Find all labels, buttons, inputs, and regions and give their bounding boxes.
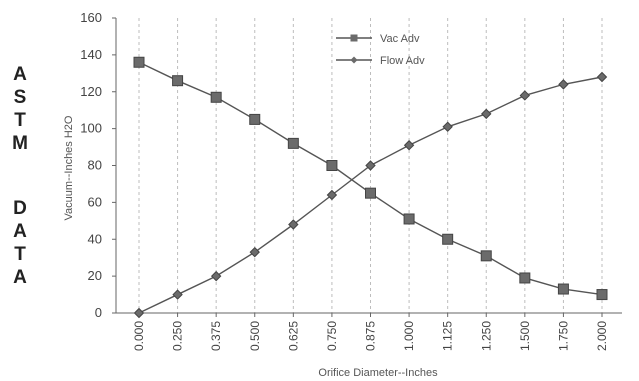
legend: Vac Adv Flow Adv bbox=[336, 33, 425, 67]
y-tick-label: 120 bbox=[80, 84, 102, 99]
data-point-diamond bbox=[365, 160, 376, 171]
x-tick-label: 0.000 bbox=[132, 321, 146, 351]
y-tick-label: 40 bbox=[88, 231, 102, 246]
x-tick-labels: 0.000 0.250 0.375 0.500 0.625 0.750 0.875 1.000… bbox=[132, 321, 609, 351]
series-layer bbox=[133, 56, 608, 319]
data-point-square bbox=[287, 137, 299, 149]
x-tick-label: 0.250 bbox=[171, 321, 185, 351]
y-tick-label: 100 bbox=[80, 121, 102, 136]
legend-marker-diamond bbox=[350, 56, 358, 64]
x-tick-label: 1.750 bbox=[556, 321, 570, 351]
side-title-letter: M bbox=[12, 133, 28, 154]
data-point-diamond bbox=[558, 79, 569, 90]
y-tick-labels: 0 20 40 60 80 100 120 140 160 bbox=[80, 10, 102, 320]
data-point-diamond bbox=[172, 289, 183, 300]
side-title-letter: S bbox=[13, 87, 27, 108]
x-tick-label: 0.500 bbox=[248, 321, 262, 351]
x-tick-label: 0.875 bbox=[364, 321, 378, 351]
x-tick-label: 0.375 bbox=[209, 321, 223, 351]
axes bbox=[112, 17, 622, 317]
x-tick-label: 2.000 bbox=[595, 321, 609, 351]
y-tick-label: 80 bbox=[88, 158, 102, 173]
data-point-square bbox=[403, 213, 415, 225]
x-tick-label: 1.500 bbox=[518, 321, 532, 351]
data-point-square bbox=[442, 233, 454, 245]
data-point-diamond bbox=[288, 219, 299, 230]
y-tick-label: 20 bbox=[88, 268, 102, 283]
data-point-square bbox=[133, 56, 145, 68]
data-point-square bbox=[365, 187, 376, 199]
side-title-letter: A bbox=[13, 267, 27, 288]
x-axis-title: Orifice Diameter--Inches bbox=[318, 367, 438, 379]
data-point-diamond bbox=[519, 90, 531, 101]
x-tick-label: 0.625 bbox=[286, 321, 300, 351]
data-point-square bbox=[557, 283, 569, 295]
data-point-square bbox=[210, 91, 222, 103]
y-tick-label: 160 bbox=[80, 10, 102, 25]
grid-lines bbox=[138, 18, 603, 313]
side-title-letter: D bbox=[13, 198, 27, 219]
data-point-square bbox=[326, 160, 338, 171]
legend-label: Vac Adv bbox=[380, 33, 420, 45]
data-point-diamond bbox=[133, 307, 145, 319]
x-tick-label: 1.250 bbox=[479, 321, 493, 351]
data-point-diamond bbox=[442, 121, 453, 132]
side-title-letter: A bbox=[13, 221, 27, 242]
x-tick-label: 0.750 bbox=[325, 321, 339, 351]
data-point-diamond bbox=[481, 108, 492, 120]
x-tick-label: 1.125 bbox=[441, 321, 455, 351]
y-tick-label: 0 bbox=[95, 305, 102, 320]
side-title-letter: A bbox=[13, 64, 27, 85]
data-point-diamond bbox=[403, 140, 415, 151]
side-title-letter: T bbox=[14, 110, 26, 131]
data-point-diamond bbox=[326, 189, 338, 201]
side-title-letter: T bbox=[14, 244, 26, 265]
data-point-square bbox=[596, 289, 608, 301]
data-point-square bbox=[519, 272, 531, 284]
data-point-diamond bbox=[596, 71, 608, 83]
y-tick-label: 140 bbox=[80, 47, 102, 62]
x-tick-label: 1.000 bbox=[402, 321, 416, 351]
data-point-square bbox=[172, 75, 184, 87]
data-point-diamond bbox=[249, 246, 260, 258]
data-point-diamond bbox=[210, 270, 222, 282]
y-tick-label: 60 bbox=[88, 194, 102, 209]
y-axis-title: Vacuum--Inches H2O bbox=[63, 115, 75, 220]
legend-label: Flow Adv bbox=[380, 55, 425, 67]
legend-marker-square bbox=[350, 34, 358, 42]
data-point-square bbox=[249, 113, 261, 125]
data-point-square bbox=[480, 250, 492, 262]
